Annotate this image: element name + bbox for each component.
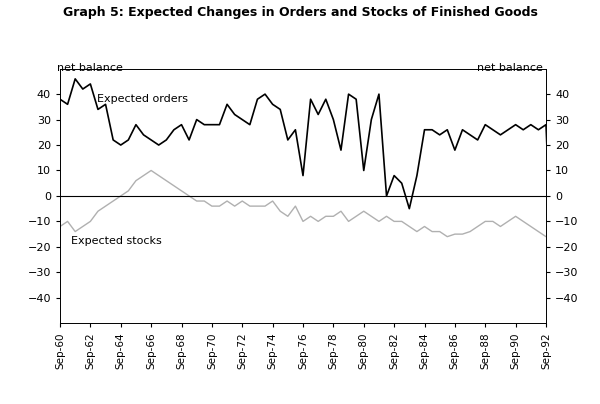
Text: net balance: net balance — [477, 63, 543, 73]
Text: Expected stocks: Expected stocks — [71, 236, 162, 246]
Text: Graph 5: Expected Changes in Orders and Stocks of Finished Goods: Graph 5: Expected Changes in Orders and … — [62, 6, 538, 19]
Text: net balance: net balance — [57, 63, 123, 73]
Text: Expected orders: Expected orders — [97, 94, 188, 104]
